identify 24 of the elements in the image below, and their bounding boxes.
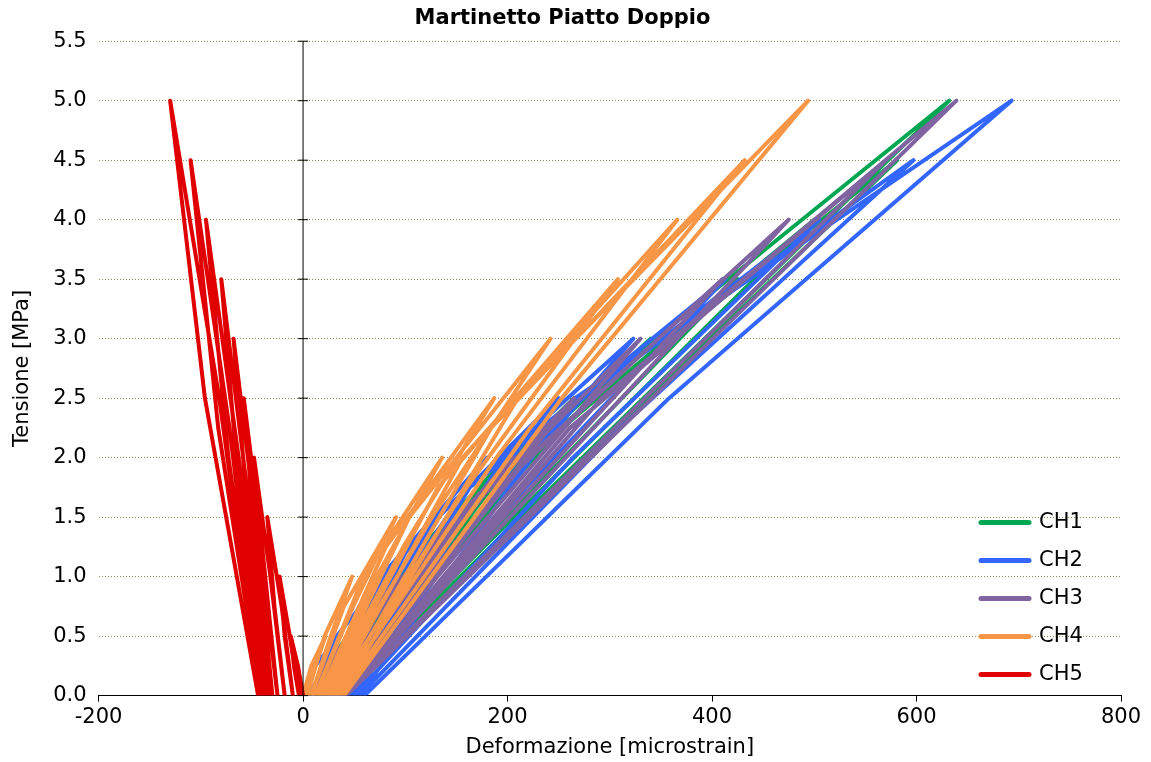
y-tick-label: 3.0 (53, 325, 87, 350)
legend-label: CH1 (1039, 509, 1083, 534)
x-tick-label: 0 (296, 703, 310, 728)
chart-title: Martinetto Piatto Doppio (414, 5, 711, 30)
legend-label: CH3 (1039, 585, 1083, 610)
y-tick-label: 5.0 (53, 87, 87, 112)
y-tick-label: 4.0 (53, 206, 87, 231)
legend-label: CH4 (1039, 623, 1083, 648)
y-tick-label: 4.5 (53, 146, 87, 171)
y-tick-label: 1.0 (53, 563, 87, 588)
y-tick-label: 5.5 (53, 27, 87, 52)
legend-label: CH2 (1039, 547, 1083, 572)
y-tick-label: 3.5 (53, 265, 87, 290)
y-tick-label: 2.5 (53, 384, 87, 409)
y-tick-label: 1.5 (53, 503, 87, 528)
x-axis-title: Deformazione [microstrain] (465, 733, 755, 758)
x-tick-label: 800 (1100, 703, 1142, 728)
y-axis-title: Tensione [MPa] (9, 289, 34, 448)
legend-label: CH5 (1039, 661, 1083, 686)
y-tick-label: 2.0 (53, 444, 87, 469)
x-tick-label: 400 (691, 703, 733, 728)
y-tick-label: 0.5 (53, 622, 87, 647)
x-tick-label: 200 (487, 703, 528, 728)
x-tick-label: 600 (896, 703, 937, 728)
